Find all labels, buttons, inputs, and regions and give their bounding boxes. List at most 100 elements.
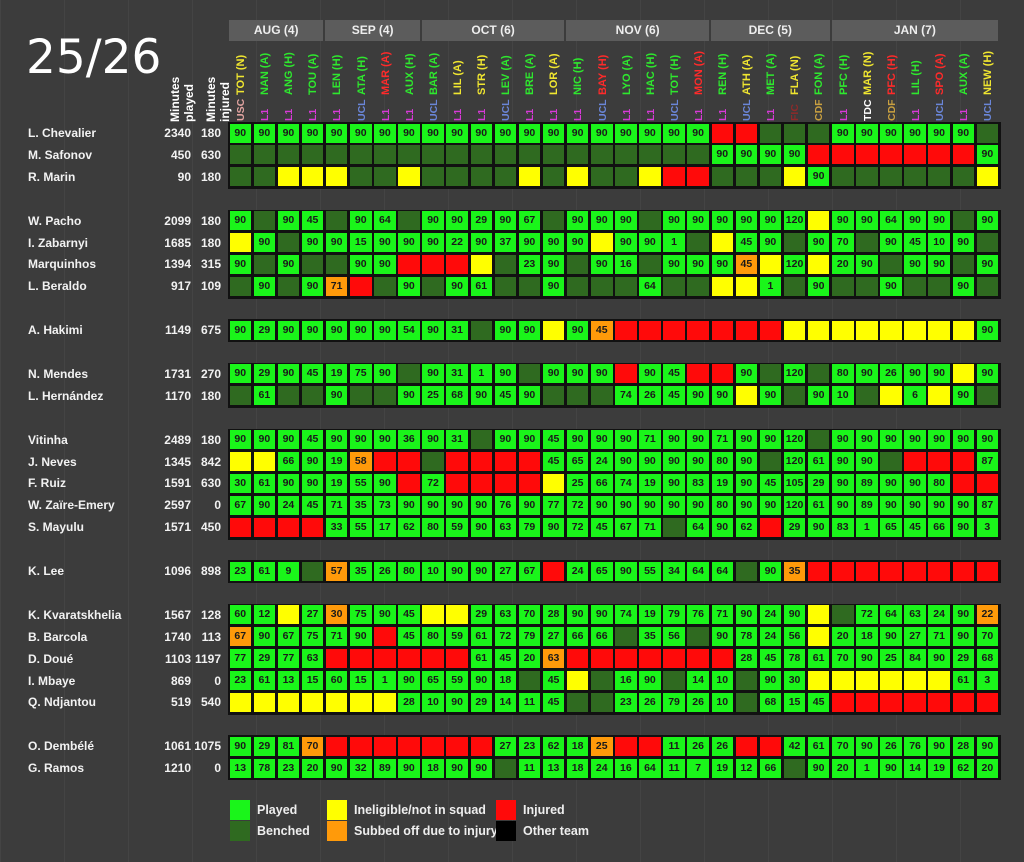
minutes-played-header: Minutes played bbox=[168, 76, 196, 122]
cell bbox=[976, 692, 999, 712]
player-name: F. Ruiz bbox=[28, 476, 66, 491]
cell bbox=[807, 211, 830, 231]
cell bbox=[663, 276, 685, 296]
cell: 90 bbox=[759, 211, 782, 231]
cell: 90 bbox=[807, 758, 830, 778]
cell: 90 bbox=[325, 320, 348, 340]
cell: 90 bbox=[976, 364, 999, 384]
cell: 90 bbox=[398, 123, 420, 143]
cell: 29 bbox=[470, 605, 492, 625]
cell bbox=[470, 254, 492, 274]
cell bbox=[253, 254, 276, 274]
cell: 90 bbox=[301, 320, 324, 340]
cell: 24 bbox=[566, 561, 589, 581]
cell: 90 bbox=[350, 123, 372, 143]
cell: 24 bbox=[591, 758, 613, 778]
cell bbox=[856, 692, 878, 712]
cell: 19 bbox=[639, 473, 661, 493]
cell bbox=[253, 145, 276, 165]
cell: 90 bbox=[615, 123, 637, 143]
cell: 90 bbox=[880, 473, 902, 493]
cell: 27 bbox=[494, 561, 517, 581]
fixture-competition: UCL bbox=[933, 99, 946, 121]
cell: 90 bbox=[446, 276, 468, 296]
cell bbox=[735, 167, 758, 187]
minutes-played: 2099 bbox=[164, 213, 191, 228]
cell: 45 bbox=[494, 386, 517, 406]
cell: 26 bbox=[880, 364, 902, 384]
cell bbox=[928, 167, 950, 187]
cell: 120 bbox=[783, 430, 806, 450]
fixture-competition: L1 bbox=[958, 108, 970, 121]
cell: 90 bbox=[976, 211, 999, 231]
cell: 90 bbox=[928, 254, 950, 274]
cell: 90 bbox=[422, 211, 444, 231]
cell bbox=[301, 517, 324, 537]
legend-swatch bbox=[230, 800, 250, 820]
cell: 72 bbox=[566, 517, 589, 537]
cell: 90 bbox=[518, 320, 541, 340]
cell: 15 bbox=[350, 232, 372, 252]
cell: 90 bbox=[277, 430, 300, 450]
cell: 45 bbox=[398, 627, 420, 647]
cell: 90 bbox=[591, 495, 613, 515]
cell bbox=[615, 736, 637, 756]
cell: 105 bbox=[783, 473, 806, 493]
cell: 77 bbox=[277, 649, 300, 669]
cell bbox=[446, 473, 468, 493]
cell: 87 bbox=[976, 495, 999, 515]
cell: 45 bbox=[494, 649, 517, 669]
cell: 23 bbox=[518, 254, 541, 274]
cell: 90 bbox=[277, 123, 300, 143]
cell: 61 bbox=[470, 627, 492, 647]
cell bbox=[253, 211, 276, 231]
cell: 7 bbox=[687, 758, 709, 778]
cell bbox=[663, 649, 685, 669]
cell bbox=[687, 167, 709, 187]
minutes-played: 1731 bbox=[164, 366, 191, 381]
cell bbox=[229, 232, 251, 252]
cell: 90 bbox=[446, 692, 468, 712]
cell bbox=[663, 167, 685, 187]
cell bbox=[687, 145, 709, 165]
cell: 90 bbox=[856, 364, 878, 384]
cell: 45 bbox=[759, 473, 782, 493]
cell bbox=[759, 451, 782, 471]
minutes-played: 1394 bbox=[164, 257, 191, 272]
cell: 90 bbox=[253, 232, 276, 252]
cell bbox=[832, 145, 854, 165]
cell bbox=[880, 167, 902, 187]
cell: 90 bbox=[277, 364, 300, 384]
cell bbox=[976, 123, 999, 143]
cell: 90 bbox=[880, 495, 902, 515]
cell bbox=[832, 276, 854, 296]
cell: 90 bbox=[832, 123, 854, 143]
minutes-played: 1061 bbox=[164, 739, 191, 754]
cell: 45 bbox=[301, 430, 324, 450]
cell bbox=[856, 145, 878, 165]
cell: 27 bbox=[904, 627, 926, 647]
player-name: K. Kvaratskhelia bbox=[28, 607, 122, 622]
minutes-injured: 898 bbox=[200, 564, 221, 578]
cell: 90 bbox=[591, 211, 613, 231]
cell: 90 bbox=[928, 430, 950, 450]
cell: 90 bbox=[976, 430, 999, 450]
cell bbox=[976, 276, 999, 296]
cell: 66 bbox=[759, 758, 782, 778]
cell: 90 bbox=[687, 430, 709, 450]
cell: 45 bbox=[542, 451, 565, 471]
cell: 90 bbox=[301, 276, 324, 296]
cell: 11 bbox=[518, 758, 541, 778]
cell: 90 bbox=[928, 736, 950, 756]
cell bbox=[711, 232, 733, 252]
legend-label: Played bbox=[257, 803, 298, 817]
cell bbox=[615, 627, 637, 647]
cell bbox=[566, 649, 589, 669]
fixture-competition: UCL bbox=[500, 99, 513, 121]
cell bbox=[735, 736, 758, 756]
cell: 19 bbox=[928, 758, 950, 778]
minutes-injured: 1075 bbox=[194, 739, 221, 754]
cell bbox=[832, 320, 854, 340]
cell bbox=[904, 692, 926, 712]
cell: 90 bbox=[229, 123, 251, 143]
